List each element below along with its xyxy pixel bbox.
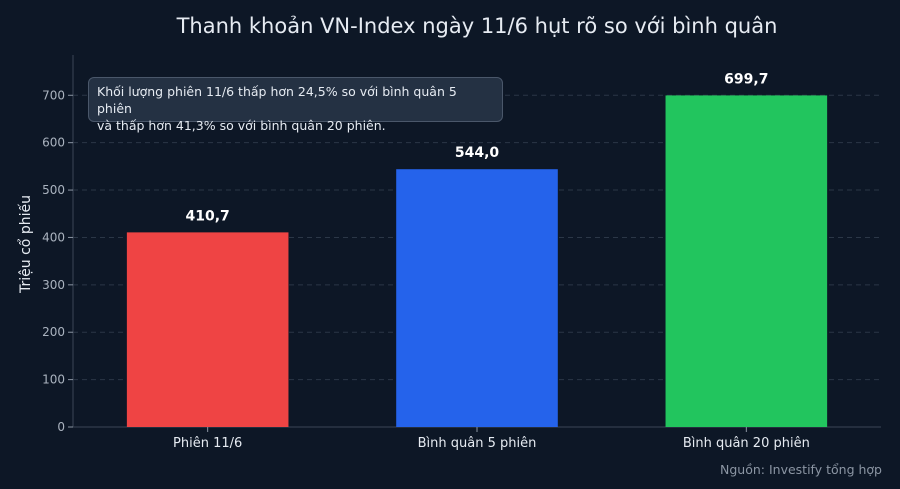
y-tick-label: 0 xyxy=(57,420,65,434)
y-tick-label: 500 xyxy=(42,183,65,197)
chart-title: Thanh khoản VN-Index ngày 11/6 hụt rõ so… xyxy=(176,14,778,38)
y-tick-label: 300 xyxy=(42,278,65,292)
annotation-box: Khối lượng phiên 11/6 thấp hơn 24,5% so … xyxy=(88,77,503,133)
bar xyxy=(665,95,828,427)
y-tick-label: 200 xyxy=(42,325,65,339)
y-tick-label: 700 xyxy=(42,88,65,102)
x-tick-label: Phiên 11/6 xyxy=(173,436,242,451)
y-tick-label: 600 xyxy=(42,136,65,150)
y-tick-label: 400 xyxy=(42,230,65,244)
x-tick-label: Bình quân 20 phiên xyxy=(683,436,810,451)
source-note: Nguồn: Investify tổng hợp xyxy=(720,462,882,477)
bar-value-label: 699,7 xyxy=(724,71,768,87)
bar xyxy=(396,169,558,428)
annotation-line-1: Khối lượng phiên 11/6 thấp hơn 24,5% so … xyxy=(97,84,457,116)
bar-value-label: 544,0 xyxy=(455,145,500,161)
y-axis-label: Triệu cổ phiếu xyxy=(18,195,34,293)
bar xyxy=(126,232,289,427)
annotation-line-2: và thấp hơn 41,3% so với bình quân 20 ph… xyxy=(97,118,386,133)
bar-value-label: 410,7 xyxy=(186,208,230,224)
x-tick-label: Bình quân 5 phiên xyxy=(418,436,537,451)
y-tick-label: 100 xyxy=(42,373,65,387)
